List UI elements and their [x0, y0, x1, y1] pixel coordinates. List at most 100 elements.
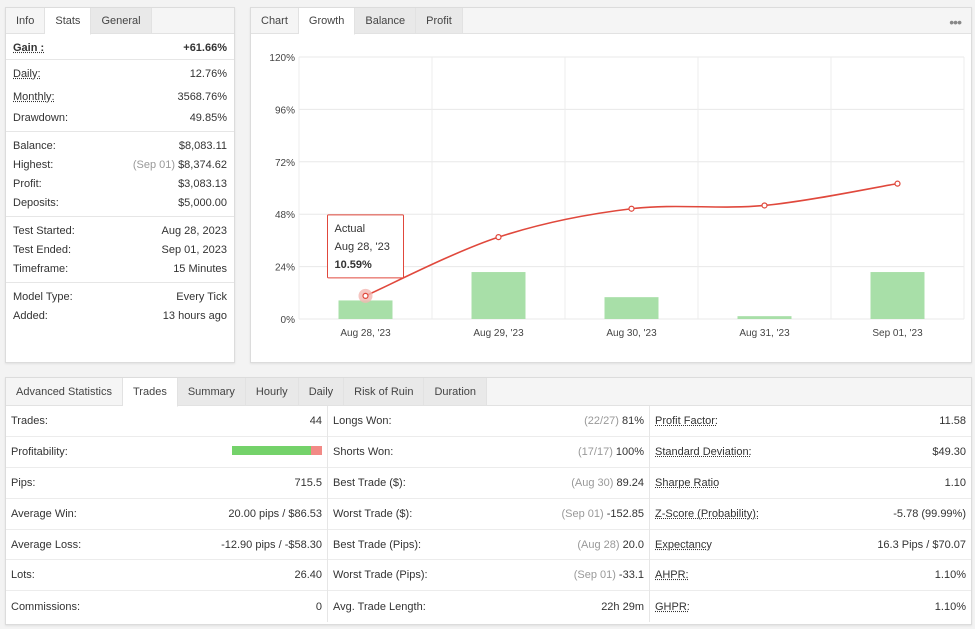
stat-label[interactable]: Profit Factor:	[655, 414, 718, 427]
tab-stats[interactable]: Stats	[45, 8, 92, 35]
stats-row: Average Loss: -12.90 pips / -$58.30	[6, 530, 327, 561]
daily-label[interactable]: Daily:	[13, 67, 41, 80]
stat-label: Average Win:	[11, 507, 77, 520]
stat-label: Best Trade ($):	[333, 476, 406, 489]
info-tabs: Info Stats General	[6, 8, 234, 35]
stats-row: Sharpe Ratio 1.10	[650, 468, 971, 499]
stats-row: Avg. Trade Length: 22h 29m	[328, 591, 649, 622]
highest-label: Highest:	[13, 158, 54, 171]
tab-general[interactable]: General	[91, 8, 152, 33]
x-tick-label: Aug 29, '23	[473, 328, 524, 339]
stat-muted: (Sep 01)	[573, 569, 616, 582]
profit-row: Profit: $3,083.13	[6, 174, 234, 193]
monthly-value: 3568.76%	[177, 90, 227, 103]
advanced-statistics-panel: Advanced Statistics Trades Summary Hourl…	[5, 377, 972, 625]
tab-growth[interactable]: Growth	[298, 8, 356, 35]
tab-risk-of-ruin[interactable]: Risk of Ruin	[344, 378, 425, 405]
tab-trades[interactable]: Trades	[123, 378, 178, 407]
stat-value: 0	[315, 600, 322, 613]
stats-row: Commissions: 0	[6, 591, 327, 622]
more-dots-icon[interactable]: •••	[949, 14, 962, 30]
tab-summary[interactable]: Summary	[177, 378, 246, 405]
y-tick-label: 120%	[269, 53, 295, 64]
x-tick-label: Aug 28, '23	[340, 328, 391, 339]
stat-label[interactable]: AHPR:	[655, 569, 689, 582]
stat-value-group: (Sep 01) -33.1	[574, 569, 644, 581]
stat-value-group: -5.78 (99.99%)	[893, 508, 966, 520]
chart-tabs: Chart Growth Balance Profit	[251, 8, 971, 35]
stat-value-group: (22/27) 81%	[584, 415, 644, 427]
tab-duration[interactable]: Duration	[424, 378, 488, 405]
stat-value-group: (17/17) 100%	[578, 446, 644, 458]
stat-value: 89.24	[616, 476, 644, 489]
drawdown-row: Drawdown: 49.85%	[6, 108, 234, 127]
stat-value-group: (Sep 01) -152.85	[561, 508, 644, 520]
tab-balance[interactable]: Balance	[355, 8, 417, 33]
stat-label: Pips:	[11, 476, 36, 489]
stats-row: Worst Trade (Pips): (Sep 01) -33.1	[328, 560, 649, 592]
line-point	[495, 234, 502, 241]
stats-row: Pips: 715.5	[6, 468, 327, 499]
gain-row: Gain : +61.66%	[6, 38, 234, 57]
tooltip-box	[327, 214, 404, 279]
test-ended-value: Sep 01, 2023	[161, 243, 227, 256]
tab-hourly[interactable]: Hourly	[245, 378, 299, 405]
stat-value: 1.10	[944, 476, 966, 489]
monthly-label[interactable]: Monthly:	[13, 90, 55, 103]
x-tick-label: Aug 31, '23	[739, 328, 790, 339]
stat-value: 1.10%	[934, 569, 966, 582]
test-started-row: Test Started: Aug 28, 2023	[6, 221, 234, 240]
tab-chart[interactable]: Chart	[251, 8, 299, 33]
line-point	[628, 205, 635, 212]
drawdown-label: Drawdown:	[13, 111, 69, 124]
stat-value-group: 16.3 Pips / $70.07	[877, 539, 966, 551]
timeframe-value: 15 Minutes	[173, 262, 227, 275]
tab-info[interactable]: Info	[6, 8, 46, 33]
stat-value: 1.10%	[934, 600, 966, 613]
tab-daily[interactable]: Daily	[298, 378, 345, 405]
stat-label[interactable]: Sharpe Ratio	[655, 476, 720, 489]
stat-value: 81%	[621, 414, 644, 427]
stat-label[interactable]: Z-Score (Probability):	[655, 507, 759, 520]
stat-value-group	[232, 445, 322, 458]
stat-value: 715.5	[294, 476, 322, 489]
stat-label[interactable]: Standard Deviation:	[655, 445, 752, 458]
line-point	[362, 292, 369, 299]
balance-row: Balance: $8,083.11	[6, 136, 234, 155]
stat-value: 22h 29m	[601, 600, 644, 613]
stat-value: -12.90 pips / -$58.30	[221, 538, 322, 551]
stat-label: Commissions:	[11, 600, 81, 613]
stat-value-group: 11.58	[939, 415, 966, 427]
test-ended-label: Test Ended:	[13, 243, 72, 256]
stats-row: Worst Trade ($): (Sep 01) -152.85	[328, 499, 649, 530]
stats-row: Lots: 26.40	[6, 560, 327, 592]
stats-column-3: Profit Factor: 11.58 Standard Deviation: $4…	[650, 406, 971, 622]
stats-row: Average Win: 20.00 pips / $86.53	[6, 499, 327, 530]
stat-value: 11.58	[939, 414, 966, 427]
stat-value: -33.1	[618, 569, 644, 582]
bar	[338, 300, 393, 319]
stats-row: Profit Factor: 11.58	[650, 406, 971, 437]
stat-label[interactable]: Expectancy	[655, 538, 712, 551]
stat-label[interactable]: GHPR:	[655, 600, 690, 613]
tab-advanced-statistics[interactable]: Advanced Statistics	[6, 378, 123, 405]
y-tick-label: 96%	[275, 105, 295, 116]
y-tick-label: 48%	[275, 210, 295, 221]
bar	[604, 297, 659, 319]
deposits-label: Deposits:	[13, 196, 59, 209]
stat-label: Profitability:	[11, 445, 68, 458]
adv-tabs: Advanced Statistics Trades Summary Hourl…	[6, 378, 971, 407]
stat-value: 100%	[615, 445, 644, 458]
tab-profit[interactable]: Profit	[416, 8, 463, 33]
tooltip-value: 10.59%	[335, 259, 373, 271]
gain-label[interactable]: Gain :	[13, 41, 45, 54]
stat-label: Average Loss:	[11, 538, 82, 551]
added-label: Added:	[13, 309, 48, 322]
stat-muted: (Sep 01)	[561, 507, 604, 520]
stat-value: -5.78 (99.99%)	[893, 507, 966, 520]
x-tick-label: Sep 01, '23	[872, 328, 923, 339]
stats-column-2: Longs Won: (22/27) 81% Shorts Won: (17/17) 10…	[328, 406, 650, 623]
stat-value-group: 0	[316, 601, 322, 613]
bar	[870, 272, 925, 319]
test-started-value: Aug 28, 2023	[161, 224, 227, 237]
